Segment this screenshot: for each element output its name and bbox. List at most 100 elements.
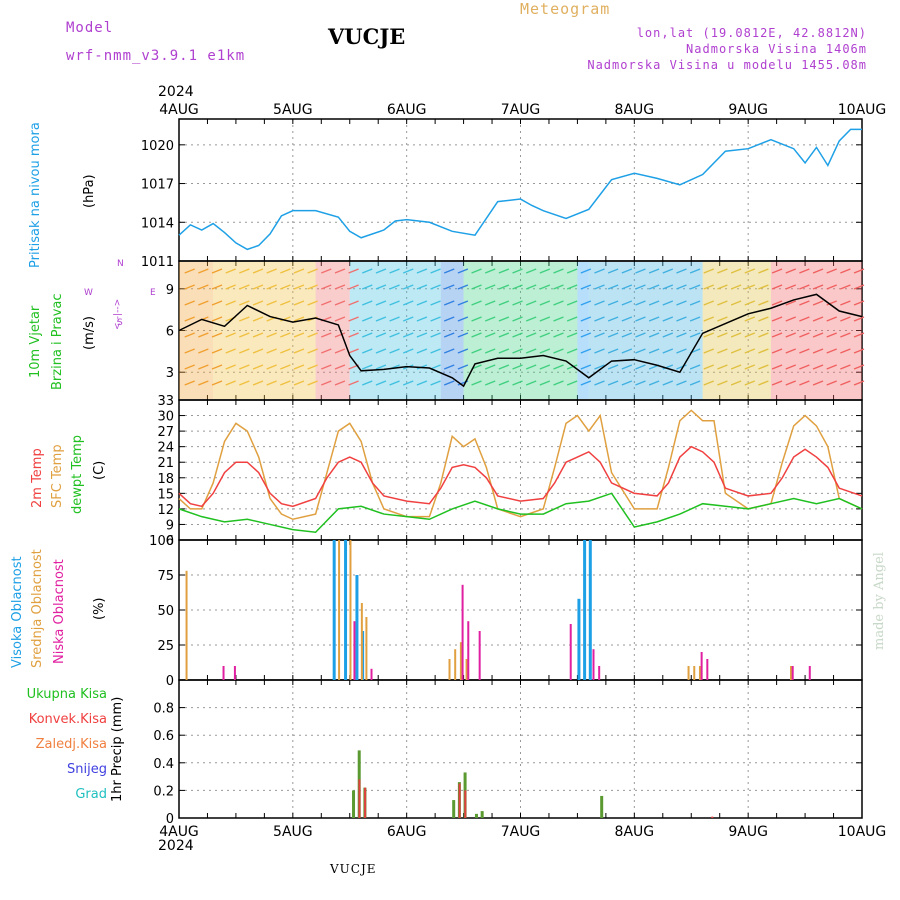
wind-arrow — [580, 316, 592, 322]
x-tick-label-bottom: 7AUG — [501, 824, 541, 840]
wind-arrow — [252, 348, 264, 354]
wind-arrow — [280, 316, 291, 322]
station-title: VUCJE — [328, 24, 406, 49]
wind-arrow — [580, 268, 592, 274]
total-rain-bar — [474, 813, 478, 818]
wind-arrow — [225, 268, 236, 274]
y-tick-label: 18 — [157, 472, 174, 487]
wind-arrow — [676, 380, 687, 386]
low-cloud-bar — [598, 666, 601, 680]
wind-arrow — [635, 380, 646, 386]
wind-direction-band — [463, 262, 578, 399]
wind-arrow — [348, 332, 359, 338]
wind-arrow — [648, 284, 660, 290]
wind-arrow — [785, 380, 796, 386]
x-tick-label-bottom: 10AUG — [838, 824, 887, 840]
convective-rain-bar — [464, 790, 467, 818]
total-rain-bar — [352, 790, 356, 818]
wind-arrow — [293, 364, 305, 370]
wind-arrow — [607, 268, 619, 274]
wind-arrow — [744, 284, 756, 290]
wind-arrow — [334, 268, 346, 274]
wind-arrow — [771, 284, 783, 290]
wind-arrow — [771, 364, 783, 370]
wind-arrow — [457, 364, 469, 370]
wind-arrow — [607, 316, 619, 322]
convective-rain-bar — [711, 816, 714, 818]
x-tick-label-top: 6AUG — [387, 102, 427, 118]
wind-arrow — [840, 284, 851, 290]
panel-frame — [178, 679, 863, 819]
wind-arrow — [689, 316, 701, 322]
wind-arrow — [512, 348, 523, 354]
wind-arrow — [307, 284, 318, 290]
wind-arrow — [717, 332, 728, 338]
model-altitude-info: Nadmorska Visina u modelu 1455.08m — [587, 58, 867, 72]
wind-arrow — [184, 300, 195, 306]
wind-arrow — [266, 364, 277, 370]
wind-direction-band — [213, 262, 316, 399]
wind-compass-e: E — [150, 288, 156, 298]
wind-arrow — [703, 316, 715, 322]
wind-arrow — [635, 364, 646, 370]
wind-arrow — [252, 364, 264, 370]
wind-arrow — [225, 380, 236, 386]
low-cloud-bar — [791, 666, 794, 680]
wind-arrow — [280, 364, 291, 370]
wind-arrow — [389, 380, 400, 386]
wind-arrow — [498, 284, 510, 290]
wind-arrow — [252, 300, 264, 306]
panel-frame — [178, 399, 863, 541]
wind-arrow — [512, 300, 523, 306]
wind-arrow — [512, 268, 523, 274]
wind-arrow — [430, 364, 441, 370]
wind-arrow — [457, 284, 469, 290]
y-tick-label: 0.6 — [153, 729, 174, 744]
wind-arrow — [512, 380, 523, 386]
wind-arrow — [566, 348, 578, 354]
wind-speed-line — [178, 293, 863, 388]
wind-arrow — [799, 380, 810, 386]
high-cloud-bar — [577, 598, 581, 680]
wind-arrow — [594, 300, 605, 306]
wind-arrow — [717, 300, 728, 306]
wind-arrow — [840, 364, 851, 370]
wind-arrow — [211, 284, 223, 290]
convective-rain-bar — [458, 783, 461, 818]
wind-arrow — [457, 316, 469, 322]
wind-arrow — [785, 268, 796, 274]
wind-arrow — [402, 348, 414, 354]
wind-arrow — [457, 300, 469, 306]
wind-arrow — [512, 316, 523, 322]
wind-arrow — [375, 268, 387, 274]
wind-arrow — [566, 332, 578, 338]
wind-arrow — [826, 284, 837, 290]
wind-direction-band — [440, 262, 464, 399]
wind-arrow — [785, 316, 796, 322]
wind-arrow — [594, 348, 605, 354]
wind-arrow — [799, 332, 810, 338]
wind-arrow — [525, 316, 537, 322]
wind-arrow — [484, 380, 496, 386]
wind-arrow — [266, 268, 277, 274]
wind-arrow — [266, 300, 277, 306]
wind-arrow — [430, 300, 441, 306]
wind-arrow — [730, 364, 742, 370]
wind-arrow — [553, 332, 564, 338]
wind-arrow — [430, 380, 441, 386]
wind-arrow — [553, 380, 564, 386]
wind-arrow — [744, 316, 756, 322]
wind-arrow — [689, 364, 701, 370]
wind-compass-w: W — [84, 288, 93, 298]
wind-arrow — [252, 316, 264, 322]
wind-arrow — [484, 268, 496, 274]
dewpt-line — [178, 492, 863, 534]
wind-arrow — [771, 316, 783, 322]
wind-arrow — [607, 332, 619, 338]
wind-arrow — [812, 268, 824, 274]
wind-arrow — [840, 348, 851, 354]
y-tick-label: 1020 — [141, 139, 174, 154]
wind-arrow — [184, 268, 195, 274]
wind-arrow — [416, 380, 428, 386]
wind-arrow — [280, 268, 291, 274]
